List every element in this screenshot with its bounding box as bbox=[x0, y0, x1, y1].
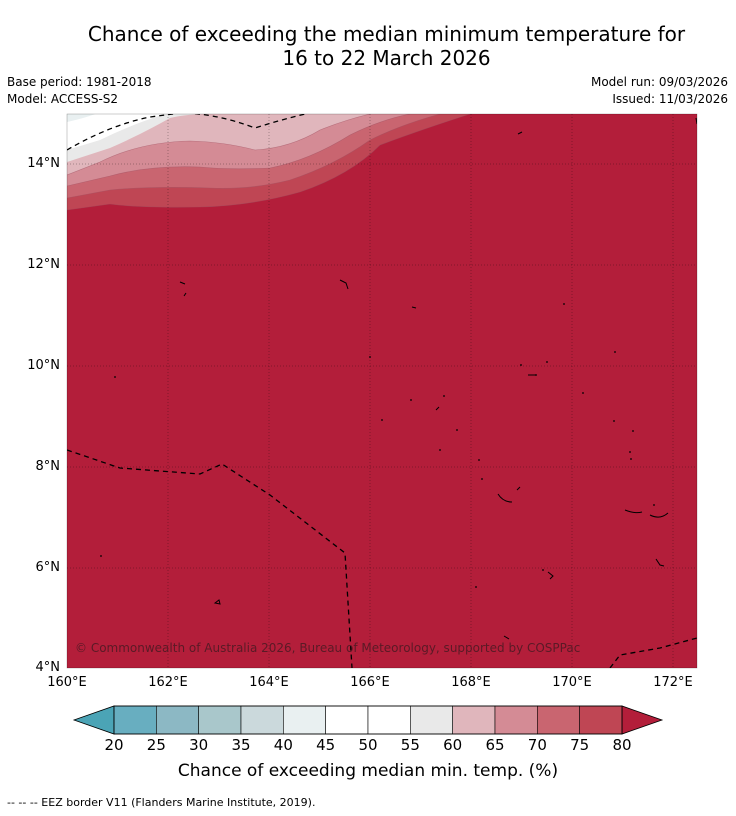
colorbar-tick-label: 70 bbox=[527, 736, 547, 754]
colorbar-cells bbox=[113, 705, 623, 735]
colorbar bbox=[72, 705, 664, 735]
colorbar-cell bbox=[240, 705, 284, 735]
colorbar-cell bbox=[410, 705, 453, 735]
title-line-2: 16 to 22 March 2026 bbox=[282, 46, 491, 70]
islands bbox=[179, 117, 697, 640]
lon-label-164e: 164°E bbox=[249, 675, 289, 690]
meta-right: Model run: 09/03/2026 Issued: 11/03/2026 bbox=[591, 74, 728, 108]
colorbar-tick-label: 80 bbox=[612, 736, 632, 754]
lon-label-166e: 166°E bbox=[350, 675, 390, 690]
lat-label-8n: 8°N bbox=[35, 459, 61, 474]
colorbar-tick-label: 20 bbox=[104, 736, 124, 754]
colorbar-tick-label: 30 bbox=[189, 736, 209, 754]
colorbar-tick-label: 40 bbox=[273, 736, 293, 754]
colorbar-cell bbox=[283, 705, 326, 735]
lat-label-14n: 14°N bbox=[27, 156, 60, 171]
colorbar-label: Chance of exceeding median min. temp. (%… bbox=[177, 761, 559, 781]
model-run: Model run: 09/03/2026 bbox=[590, 75, 728, 89]
lat-label-6n: 6°N bbox=[35, 560, 61, 575]
colorbar-tick-label: 50 bbox=[358, 736, 378, 754]
contour-band-50 bbox=[67, 114, 165, 150]
colorbar-under-arrow bbox=[72, 705, 115, 735]
colorbar-cell bbox=[579, 705, 623, 735]
eez-borders bbox=[67, 114, 697, 668]
meta-left: Base period: 1981-2018 Model: ACCESS-S2 bbox=[7, 74, 152, 108]
island-dots bbox=[100, 303, 655, 588]
lon-label-170e: 170°E bbox=[552, 675, 592, 690]
colorbar-cell bbox=[156, 705, 199, 735]
lat-label-12n: 12°N bbox=[27, 257, 60, 272]
lon-label-168e: 168°E bbox=[451, 675, 491, 690]
issued-date: Issued: 11/03/2026 bbox=[612, 92, 728, 106]
lat-label-4n: 4°N bbox=[35, 660, 61, 675]
colorbar-cell bbox=[494, 705, 538, 735]
map-field bbox=[67, 114, 697, 668]
colorbar-tick-label: 65 bbox=[485, 736, 505, 754]
colorbar-cell bbox=[537, 705, 580, 735]
lon-label-172e: 172°E bbox=[653, 675, 693, 690]
copyright-notice: © Commonwealth of Australia 2026, Bureau… bbox=[75, 641, 581, 655]
colorbar-over-arrow bbox=[621, 705, 664, 735]
base-period: Base period: 1981-2018 bbox=[7, 75, 152, 89]
colorbar-outline bbox=[113, 705, 623, 735]
lon-label-162e: 162°E bbox=[148, 675, 188, 690]
map-frame bbox=[66, 113, 698, 669]
colorbar-tick-label: 25 bbox=[146, 736, 166, 754]
map-title: Chance of exceeding the median minimum t… bbox=[0, 22, 736, 70]
grid-lines bbox=[67, 114, 697, 668]
colorbar-cell bbox=[452, 705, 496, 735]
colorbar-tick-label: 55 bbox=[400, 736, 420, 754]
model-name: Model: ACCESS-S2 bbox=[7, 92, 119, 106]
colorbar-tick-label: 35 bbox=[231, 736, 251, 754]
colorbar-cell bbox=[198, 705, 242, 735]
colorbar-cell bbox=[325, 705, 369, 735]
eez-legend-note: -- -- -- EEZ border V11 (Flanders Marine… bbox=[7, 796, 316, 809]
colorbar-cell bbox=[367, 705, 411, 735]
map-plot bbox=[66, 113, 698, 669]
colorbar-cell bbox=[113, 705, 157, 735]
lat-label-10n: 10°N bbox=[27, 358, 60, 373]
lon-label-160e: 160°E bbox=[47, 675, 87, 690]
contour-band-45 bbox=[67, 114, 95, 122]
title-line-1: Chance of exceeding the median minimum t… bbox=[87, 22, 686, 46]
colorbar-tick-label: 45 bbox=[316, 736, 336, 754]
colorbar-tick-label: 60 bbox=[443, 736, 463, 754]
colorbar-tick-label: 75 bbox=[570, 736, 590, 754]
